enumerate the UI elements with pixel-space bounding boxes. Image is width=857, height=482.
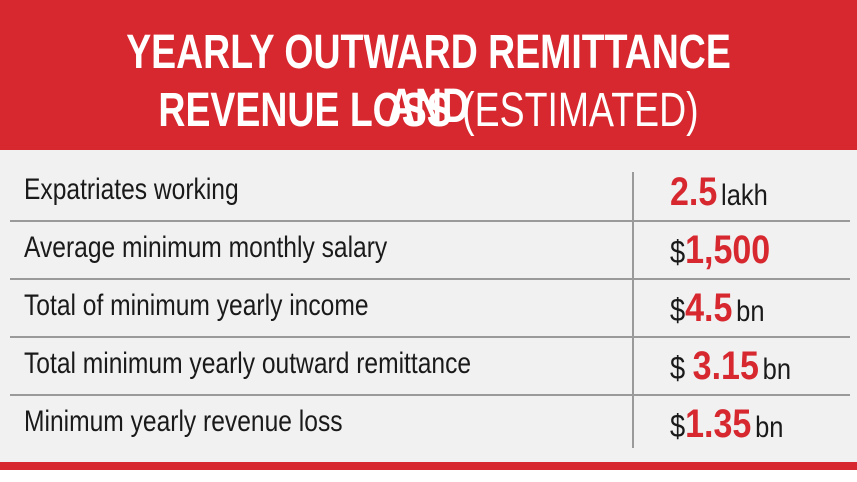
row-value: $4.5 bn (670, 280, 823, 345)
value-number: 4.5 (685, 286, 733, 330)
row-label: Average minimum monthly salary (24, 231, 388, 264)
table-row: Average minimum monthly salary $1,500 (10, 222, 850, 280)
table-row: Total minimum yearly outward remittance … (10, 338, 850, 396)
table-row: Minimum yearly revenue loss $1.35 bn (10, 396, 850, 454)
row-value: $1,500 (670, 222, 823, 287)
title-subtitle: (ESTIMATED) (462, 84, 699, 137)
value-number: 1,500 (685, 228, 771, 272)
title-main: REVENUE LOSS (158, 84, 452, 137)
bottom-accent-bar (0, 462, 857, 482)
value-prefix: $ (670, 292, 686, 328)
table-row: Total of minimum yearly income $4.5 bn (10, 280, 850, 338)
data-panel (0, 150, 857, 462)
title-line-1: YEARLY OUTWARD REMITTANCE AND (126, 26, 731, 133)
row-label: Total minimum yearly outward remittance (24, 347, 472, 380)
row-value: $1.35 bn (670, 396, 823, 461)
value-unit: lakh (721, 179, 768, 212)
row-label: Expatriates working (24, 173, 239, 206)
row-label: Total of minimum yearly income (24, 289, 369, 322)
value-prefix: $ (670, 234, 686, 270)
table-row: Expatriates working 2.5 lakh (10, 164, 850, 222)
value-prefix: $ (670, 408, 686, 444)
row-value: $ 3.15 bn (670, 338, 823, 403)
value-number: 2.5 (670, 170, 718, 214)
value-unit: bn (736, 295, 765, 328)
value-unit: bn (755, 411, 784, 444)
column-divider (632, 172, 634, 448)
row-value: 2.5 lakh (670, 164, 823, 229)
value-number: 1.35 (685, 402, 752, 446)
value-unit: bn (762, 353, 792, 386)
title-banner: YEARLY OUTWARD REMITTANCE AND REVENUE LO… (0, 0, 857, 150)
value-number: 3.15 (692, 344, 759, 388)
row-label: Minimum yearly revenue loss (24, 405, 343, 438)
title-line-2: REVENUE LOSS (ESTIMATED) (94, 84, 762, 138)
value-prefix: $ (670, 350, 693, 386)
data-rows: Expatriates working 2.5 lakh Average min… (10, 164, 850, 454)
